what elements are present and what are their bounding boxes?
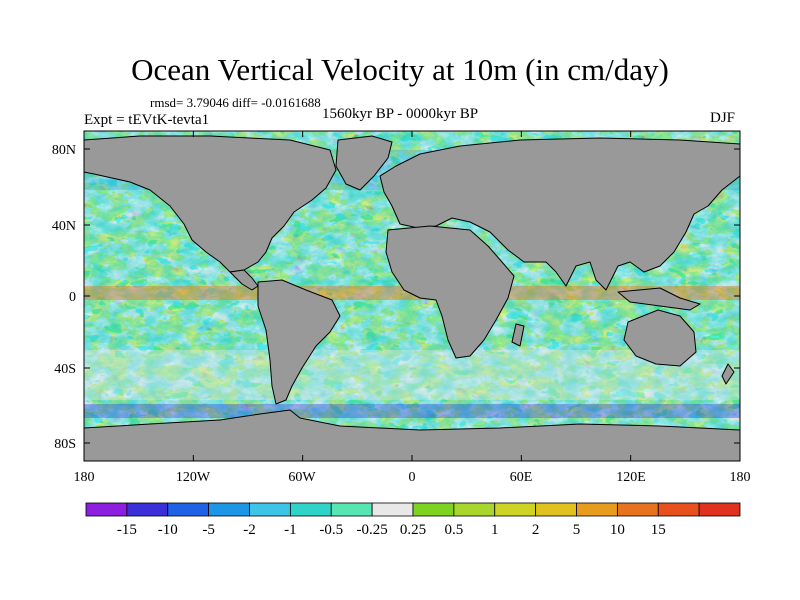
antarctic-margin-band: [84, 404, 740, 418]
season-label: DJF: [710, 110, 736, 126]
longitude-labels: 180 120W 60W 0 60E 120E 180: [74, 470, 751, 485]
colorbar-label: 2: [532, 522, 540, 538]
eurasia: [379, 137, 741, 291]
colorbar-box: [657, 502, 700, 517]
colorbar-box: [330, 502, 373, 517]
period-label: 1560kyr BP - 0000kyr BP: [322, 106, 479, 122]
africa: [385, 225, 515, 359]
colorbar-box: [494, 502, 537, 517]
latitude-labels: 80N 40N 0 40S 80S: [52, 143, 76, 452]
colorbar: [85, 502, 741, 517]
colorbar-label: 0.25: [400, 522, 426, 538]
colorbar-box: [85, 502, 128, 517]
lon-label-60w: 60W: [288, 470, 316, 485]
lat-label-40s: 40S: [54, 362, 76, 377]
colorbar-box: [249, 502, 291, 517]
colorbar-box: [126, 502, 169, 517]
colorbar-box: [616, 502, 659, 517]
madagascar: [511, 323, 525, 347]
lat-label-0: 0: [69, 290, 76, 305]
australia: [623, 309, 697, 367]
colorbar-box: [208, 502, 250, 517]
indonesia: [617, 287, 701, 311]
stats-label: rmsd= 3.79046 diff= -0.0161688: [150, 95, 321, 110]
greenland: [335, 135, 393, 191]
colorbar-label: -1: [284, 522, 297, 538]
lon-label-120e: 120E: [616, 470, 646, 485]
north-america: [83, 135, 337, 273]
colorbar-label: -0.5: [319, 522, 343, 538]
colorbar-box: [289, 502, 332, 517]
colorbar-box: [453, 502, 496, 517]
southern-band: [84, 350, 740, 400]
experiment-label: Expt = tEVtK-tevta1: [84, 112, 210, 128]
lat-label-40n: 40N: [52, 219, 76, 234]
colorbar-box: [167, 502, 210, 517]
colorbar-box: [412, 502, 455, 517]
lat-label-80n: 80N: [52, 143, 76, 158]
colorbar-label: 0.5: [445, 522, 464, 538]
colorbar-label: 10: [610, 522, 625, 538]
colorbar-labels: -15 -10 -5 -2 -1 -0.5 -0.25 0.25 0.5 1 2 5 10 15: [117, 522, 666, 538]
colorbar-label: -2: [243, 522, 256, 538]
colorbar-label: -15: [117, 522, 137, 538]
colorbar-box: [576, 502, 618, 517]
new-zealand: [721, 363, 735, 385]
lat-label-80s: 80S: [54, 437, 76, 452]
lon-label-120w: 120W: [176, 470, 211, 485]
colorbar-label: -5: [202, 522, 215, 538]
land-masses: [83, 135, 741, 462]
lon-label-180e: 180: [730, 470, 751, 485]
colorbar-box: [535, 502, 577, 517]
colorbar-label: 1: [491, 522, 499, 538]
lon-label-0: 0: [409, 470, 416, 485]
colorbar-label: 15: [651, 522, 666, 538]
colorbar-box: [371, 502, 414, 517]
colorbar-label: 5: [573, 522, 581, 538]
axis-ticks: [83, 131, 741, 461]
colorbar-label: -10: [158, 522, 178, 538]
lon-label-60e: 60E: [510, 470, 533, 485]
colorbar-box: [698, 502, 741, 517]
lon-label-180w: 180: [74, 470, 95, 485]
south-america: [257, 279, 341, 405]
colorbar-label: -0.25: [357, 522, 388, 538]
map-title: Ocean Vertical Velocity at 10m (in cm/da…: [131, 52, 669, 87]
